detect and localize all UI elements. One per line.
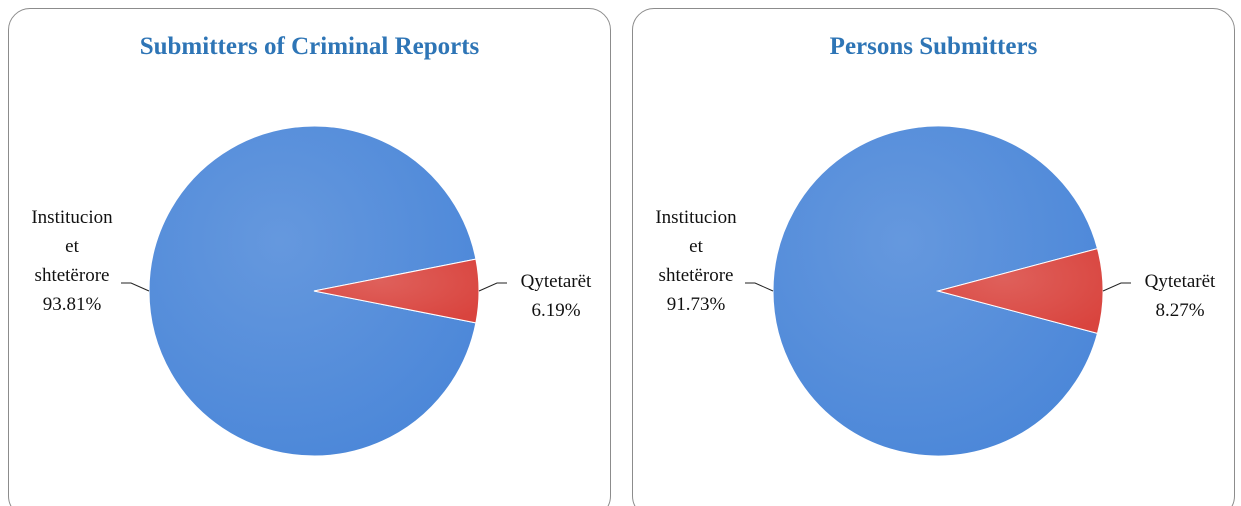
chart-title: Submitters of Criminal Reports [139,33,480,60]
data-label: Qytetarët 8.27% [1125,267,1235,325]
value-label: 8.27% [1155,300,1205,321]
chart-panel: Institucionet shtetërore 91.73% Qytetarët 8… [632,8,1235,506]
chart-title: Persons Submitters [829,33,1038,60]
pie-slice [772,125,1099,457]
data-label: Institucionet shtetërore 93.81% [31,203,113,319]
leader-line [121,282,150,292]
category-label: Institucionet shtetërore [655,207,737,286]
category-label: Institucionet shtetërore [31,207,113,286]
category-label: Qytetarët [520,271,592,292]
leader-line [478,282,507,292]
leader-line [1102,282,1131,292]
category-label: Qytetarët [1144,271,1216,292]
chart-panel: Institucionet shtetërore 93.81% Qytetarët 6… [8,8,611,506]
pie-chart [121,125,507,457]
pie-slice [936,248,1104,334]
data-label: Qytetarët 6.19% [501,267,611,325]
value-label: 93.81% [42,294,102,315]
value-label: 6.19% [531,300,581,321]
pie-slice [148,125,477,457]
data-label: Institucionet shtetërore 91.73% [655,203,737,319]
leader-line [745,282,774,292]
pie-chart [745,125,1131,457]
value-label: 91.73% [666,294,726,315]
